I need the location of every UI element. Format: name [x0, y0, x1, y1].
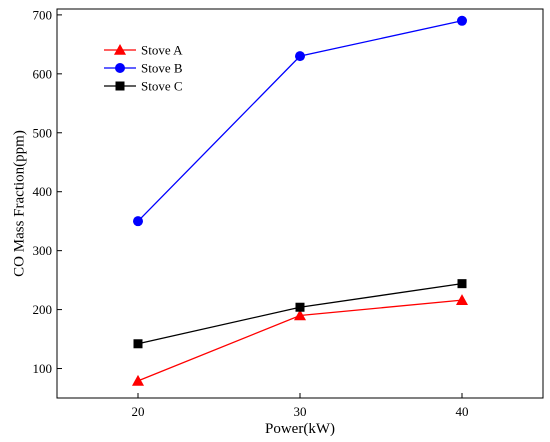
- legend-marker: [114, 44, 126, 55]
- y-tick-label: 600: [33, 66, 53, 81]
- series-stove-a: [132, 294, 468, 386]
- x-tick-label: 20: [132, 404, 145, 419]
- legend-marker: [115, 81, 125, 91]
- legend-label: Stove B: [141, 61, 183, 76]
- legend-item: Stove B: [104, 61, 183, 76]
- y-tick-label: 700: [33, 7, 53, 22]
- data-point: [295, 302, 305, 312]
- y-tick-label: 200: [33, 302, 53, 317]
- data-point: [457, 15, 467, 26]
- data-point: [457, 279, 467, 289]
- y-tick-label: 500: [33, 125, 53, 140]
- y-tick-label: 100: [33, 361, 53, 376]
- data-point: [133, 339, 143, 349]
- legend-label: Stove C: [141, 79, 183, 94]
- x-axis: 20 30 40: [132, 393, 469, 419]
- x-tick-label: 30: [294, 404, 307, 419]
- legend-item: Stove C: [104, 79, 183, 94]
- y-tick-label: 300: [33, 243, 53, 258]
- series-layer: [132, 15, 468, 386]
- data-point: [295, 51, 305, 62]
- legend: Stove A Stove B Stove C: [104, 43, 183, 94]
- data-point: [294, 309, 306, 321]
- series-line: [137, 20, 463, 222]
- legend-label: Stove A: [141, 43, 183, 58]
- data-point: [456, 294, 468, 305]
- y-tick-label: 400: [33, 184, 53, 199]
- y-axis-title: CO Mass Fraction(ppm): [11, 130, 27, 277]
- legend-marker: [115, 63, 125, 73]
- x-tick-label: 40: [456, 404, 469, 419]
- y-axis: 100 200 300 400 500 600 700: [33, 7, 62, 376]
- x-axis-title: Power(kW): [265, 421, 335, 437]
- series-stove-c: [133, 279, 467, 349]
- data-point: [133, 216, 143, 227]
- data-point: [132, 374, 144, 386]
- legend-item: Stove A: [104, 43, 183, 58]
- series-stove-b: [133, 15, 467, 227]
